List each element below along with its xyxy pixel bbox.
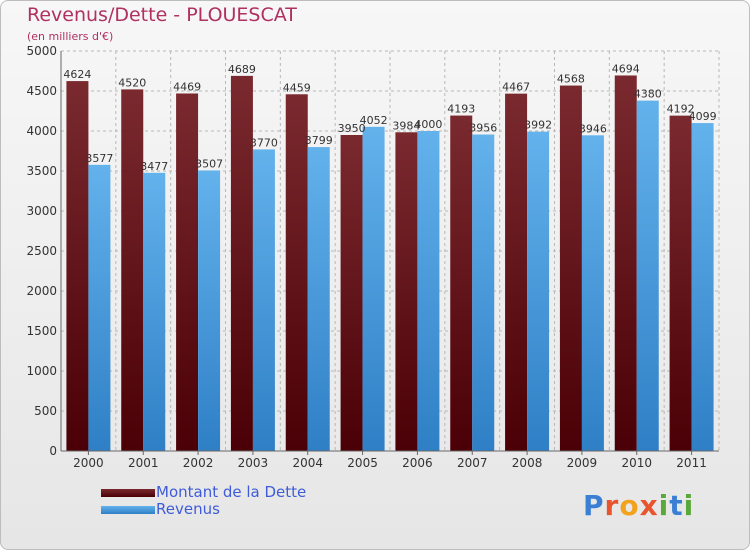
data-label-revenus-2011: 4099 xyxy=(689,110,717,123)
bar-revenus-2011 xyxy=(691,123,714,451)
bar-dette-2001 xyxy=(121,89,144,452)
logo-letter: i xyxy=(683,489,695,522)
logo-letter: x xyxy=(639,489,659,522)
data-labels: 4624 3577 4520 3477 4469 3507 4689 3770 4459 3799… xyxy=(63,62,716,172)
data-label-revenus-2001: 3477 xyxy=(140,160,168,173)
x-tick-label-2009: 2009 xyxy=(567,456,598,470)
logo-letter: t xyxy=(669,489,684,522)
data-label-dette-2000: 4624 xyxy=(63,68,91,81)
bar-revenus-2010 xyxy=(636,100,659,451)
axes: 0 500 1000 1500 2000 2500 3000 3500 4000 4500 5000… xyxy=(26,44,719,470)
data-label-dette-2008: 4467 xyxy=(502,81,530,94)
data-label-revenus-2002: 3507 xyxy=(195,157,223,170)
y-tick-label: 2000 xyxy=(26,284,57,298)
bar-revenus-2005 xyxy=(362,126,385,451)
chart-subtitle: (en milliers d'€) xyxy=(27,30,114,43)
bar-revenus-2004 xyxy=(307,147,330,451)
y-tick-label: 3000 xyxy=(26,204,57,218)
bar-revenus-2001 xyxy=(143,172,166,451)
data-label-dette-2001: 4520 xyxy=(118,76,146,89)
data-label-revenus-2009: 3946 xyxy=(579,122,607,135)
y-tick-label: 1000 xyxy=(26,364,57,378)
chart-title: Revenus/Dette - PLOUESCAT xyxy=(27,4,297,26)
logo-letter: o xyxy=(619,489,640,522)
bar-dette-2008 xyxy=(505,93,528,451)
bar-dette-2003 xyxy=(230,75,253,451)
x-tick-label-2003: 2003 xyxy=(238,456,269,470)
bar-revenus-2006 xyxy=(417,131,440,451)
bar-dette-2006 xyxy=(395,132,418,451)
bar-dette-2011 xyxy=(669,115,692,451)
data-label-revenus-2003: 3770 xyxy=(250,136,278,149)
x-tick-label-2001: 2001 xyxy=(128,456,159,470)
x-tick-label-2011: 2011 xyxy=(676,456,707,470)
y-tick-label: 5000 xyxy=(26,44,57,58)
legend-label-revenus: Revenus xyxy=(156,500,220,518)
x-tick-label-2005: 2005 xyxy=(347,456,378,470)
bar-revenus-2000 xyxy=(88,164,111,451)
y-tick-label: 0 xyxy=(49,444,57,458)
bar-dette-2005 xyxy=(340,135,363,451)
bars xyxy=(66,75,714,452)
bar-dette-2002 xyxy=(176,93,199,451)
data-label-dette-2005: 3950 xyxy=(338,122,366,135)
bar-revenus-2009 xyxy=(581,135,604,451)
bar-revenus-2003 xyxy=(252,149,275,451)
x-tick-label-2000: 2000 xyxy=(73,456,104,470)
data-label-dette-2002: 4469 xyxy=(173,80,201,93)
x-tick-label-2002: 2002 xyxy=(183,456,214,470)
legend-swatch-dette xyxy=(101,489,155,497)
data-label-revenus-2007: 3956 xyxy=(469,122,497,135)
x-tick-label-2010: 2010 xyxy=(621,456,652,470)
logo-letter: r xyxy=(604,489,620,522)
data-label-revenus-2004: 3799 xyxy=(305,134,333,147)
y-tick-label: 2500 xyxy=(26,244,57,258)
proxiti-logo: Proxiti xyxy=(583,489,694,522)
data-label-dette-2003: 4689 xyxy=(228,63,256,76)
bar-revenus-2007 xyxy=(472,134,495,451)
y-tick-label: 3500 xyxy=(26,164,57,178)
data-label-revenus-2000: 3577 xyxy=(85,152,113,165)
data-label-dette-2011: 4192 xyxy=(667,103,695,116)
logo-letter: P xyxy=(583,489,605,522)
data-label-dette-2010: 4694 xyxy=(612,62,640,75)
legend-label-dette: Montant de la Dette xyxy=(156,483,307,501)
bar-dette-2004 xyxy=(285,94,308,451)
data-label-dette-2006: 3984 xyxy=(392,119,420,132)
y-tick-label: 4500 xyxy=(26,84,57,98)
data-label-revenus-2008: 3992 xyxy=(524,119,552,132)
bar-dette-2007 xyxy=(450,115,473,451)
y-tick-label: 1500 xyxy=(26,324,57,338)
y-tick-label: 500 xyxy=(34,404,57,418)
legend-swatch-revenus xyxy=(101,506,155,514)
data-label-revenus-2005: 4052 xyxy=(360,114,388,127)
x-tick-label-2008: 2008 xyxy=(512,456,543,470)
x-tick-label-2006: 2006 xyxy=(402,456,433,470)
logo-letter: i xyxy=(658,489,670,522)
bar-dette-2010 xyxy=(614,75,637,451)
data-label-revenus-2006: 4000 xyxy=(414,118,442,131)
data-label-dette-2007: 4193 xyxy=(447,103,475,116)
y-tick-label: 4000 xyxy=(26,124,57,138)
bar-revenus-2008 xyxy=(527,131,550,451)
x-tick-label-2004: 2004 xyxy=(292,456,323,470)
bar-dette-2009 xyxy=(559,85,582,451)
bar-dette-2000 xyxy=(66,81,89,451)
data-label-dette-2004: 4459 xyxy=(283,81,311,94)
data-label-revenus-2010: 4380 xyxy=(634,88,662,101)
x-tick-label-2007: 2007 xyxy=(457,456,488,470)
bar-revenus-2002 xyxy=(198,170,221,451)
data-label-dette-2009: 4568 xyxy=(557,73,585,86)
